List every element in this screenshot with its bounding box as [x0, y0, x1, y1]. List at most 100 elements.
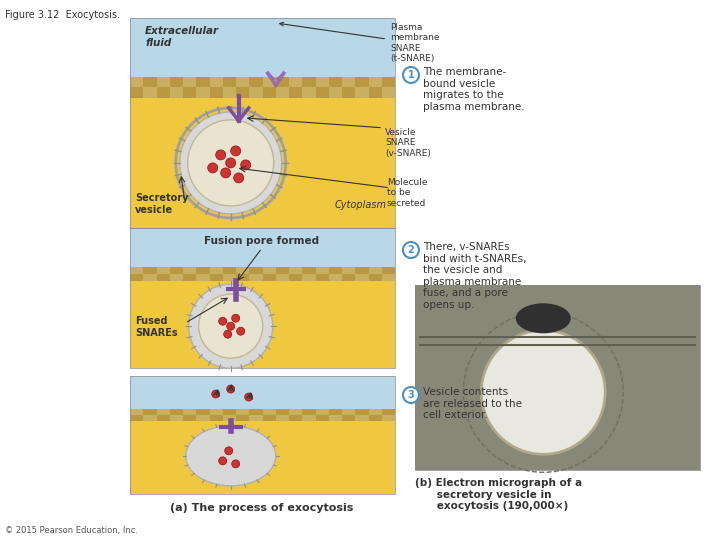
Circle shape [227, 385, 235, 393]
Circle shape [212, 390, 220, 398]
Bar [222, 77, 236, 87]
Text: 3: 3 [408, 390, 415, 400]
Bar [302, 77, 315, 87]
Text: Molecule
to be
secreted: Molecule to be secreted [387, 178, 428, 207]
Circle shape [225, 158, 235, 168]
Bar [130, 421, 395, 494]
Circle shape [232, 460, 240, 468]
Circle shape [189, 284, 273, 368]
Bar [302, 87, 315, 98]
Bar [315, 409, 329, 415]
Bar [276, 415, 289, 421]
Bar [415, 285, 700, 470]
Circle shape [403, 242, 419, 258]
Bar [156, 409, 170, 415]
Text: 2: 2 [408, 245, 415, 255]
Text: Plasma
membrane
SNARE
(t-SNARE): Plasma membrane SNARE (t-SNARE) [280, 22, 439, 63]
Bar [263, 77, 276, 87]
Text: (a) The process of exocytosis: (a) The process of exocytosis [171, 503, 354, 513]
Bar [355, 77, 369, 87]
Circle shape [199, 294, 263, 358]
Circle shape [224, 330, 232, 338]
Bar [382, 77, 395, 87]
Bar [289, 267, 302, 274]
Bar [210, 87, 222, 98]
Bar [369, 274, 382, 281]
Circle shape [227, 322, 235, 330]
Circle shape [245, 393, 253, 401]
Circle shape [221, 168, 230, 178]
Bar [170, 409, 183, 415]
Bar [315, 87, 329, 98]
Text: Cytoplasm: Cytoplasm [335, 200, 387, 210]
Bar [130, 267, 143, 274]
Bar [183, 274, 197, 281]
Circle shape [234, 173, 243, 183]
Bar [289, 87, 302, 98]
Bar [369, 87, 382, 98]
Bar [236, 409, 249, 415]
Text: Fusion pore formed: Fusion pore formed [204, 236, 320, 246]
Bar [289, 77, 302, 87]
Bar [183, 77, 197, 87]
Bar [289, 415, 302, 421]
Bar [415, 285, 700, 470]
Circle shape [232, 314, 240, 322]
Bar [249, 267, 263, 274]
Bar [382, 415, 395, 421]
Circle shape [481, 330, 606, 454]
Bar [249, 409, 263, 415]
Text: Fused
SNAREs: Fused SNAREs [135, 316, 178, 338]
Text: Vesicle
SNARE
(v-SNARE): Vesicle SNARE (v-SNARE) [385, 128, 431, 158]
Bar [355, 87, 369, 98]
Bar [329, 77, 342, 87]
Bar [342, 77, 355, 87]
Bar [289, 274, 302, 281]
Bar [156, 415, 170, 421]
Circle shape [219, 457, 227, 465]
Bar [222, 87, 236, 98]
Bar [210, 274, 222, 281]
Bar [130, 376, 395, 494]
Bar [197, 77, 210, 87]
Ellipse shape [186, 426, 276, 486]
Bar [130, 18, 395, 228]
Text: © 2015 Pearson Education, Inc.: © 2015 Pearson Education, Inc. [5, 526, 138, 535]
Bar [156, 87, 170, 98]
Bar [329, 87, 342, 98]
Bar [170, 77, 183, 87]
Bar [382, 409, 395, 415]
Circle shape [225, 447, 233, 455]
Bar [355, 267, 369, 274]
Bar [249, 274, 263, 281]
Bar [236, 77, 249, 87]
Bar [143, 77, 156, 87]
Bar [329, 415, 342, 421]
Bar [369, 409, 382, 415]
Bar [263, 415, 276, 421]
Bar [236, 267, 249, 274]
Bar [170, 267, 183, 274]
Bar [382, 87, 395, 98]
Bar [315, 415, 329, 421]
Bar [236, 415, 249, 421]
Bar [130, 376, 395, 409]
Bar [143, 415, 156, 421]
Bar [130, 415, 143, 421]
Bar [130, 77, 143, 87]
Bar [170, 87, 183, 98]
Bar [197, 267, 210, 274]
Circle shape [180, 112, 282, 214]
Text: Vesicle contents
are released to the
cell exterior.: Vesicle contents are released to the cel… [423, 387, 522, 420]
Bar [382, 267, 395, 274]
Circle shape [230, 146, 240, 156]
Circle shape [403, 67, 419, 83]
Bar [302, 274, 315, 281]
Bar [329, 267, 342, 274]
Bar [369, 415, 382, 421]
Text: The membrane-
bound vesicle
migrates to the
plasma membrane.: The membrane- bound vesicle migrates to … [423, 67, 525, 112]
Bar [183, 415, 197, 421]
Bar [130, 228, 395, 267]
Bar [263, 87, 276, 98]
Bar [263, 267, 276, 274]
